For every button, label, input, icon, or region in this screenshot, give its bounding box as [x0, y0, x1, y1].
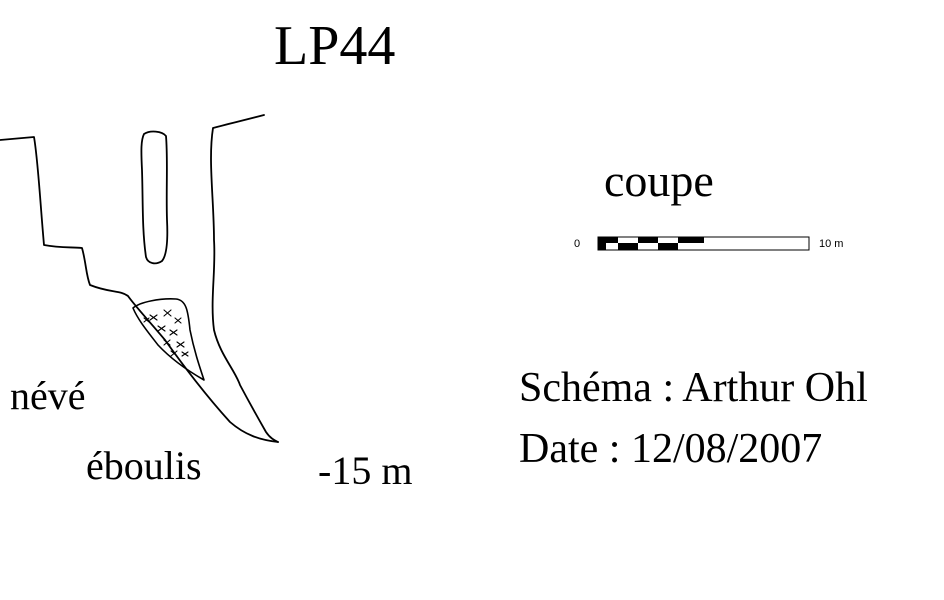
depth-label: -15 m [318, 448, 413, 493]
scale-bar: 0 10 m [574, 236, 843, 251]
eboulis-label: éboulis [86, 443, 202, 488]
cave-wall-left [0, 136, 279, 443]
scale-end-label: 10 m [819, 238, 843, 250]
scale-start-label: 0 [574, 238, 580, 250]
author-credit: Schéma : Arthur Ohl [519, 365, 868, 411]
section-view-label: coupe [604, 155, 714, 206]
rock-pillar [140, 130, 169, 265]
neve-area [132, 298, 205, 381]
survey-date: Date : 12/08/2007 [519, 426, 823, 472]
neve-label: névé [10, 373, 86, 418]
eboulis-hatching [143, 309, 189, 357]
scale-segments [598, 237, 704, 250]
cave-wall-right [210, 114, 279, 443]
cave-title: LP44 [274, 15, 396, 77]
